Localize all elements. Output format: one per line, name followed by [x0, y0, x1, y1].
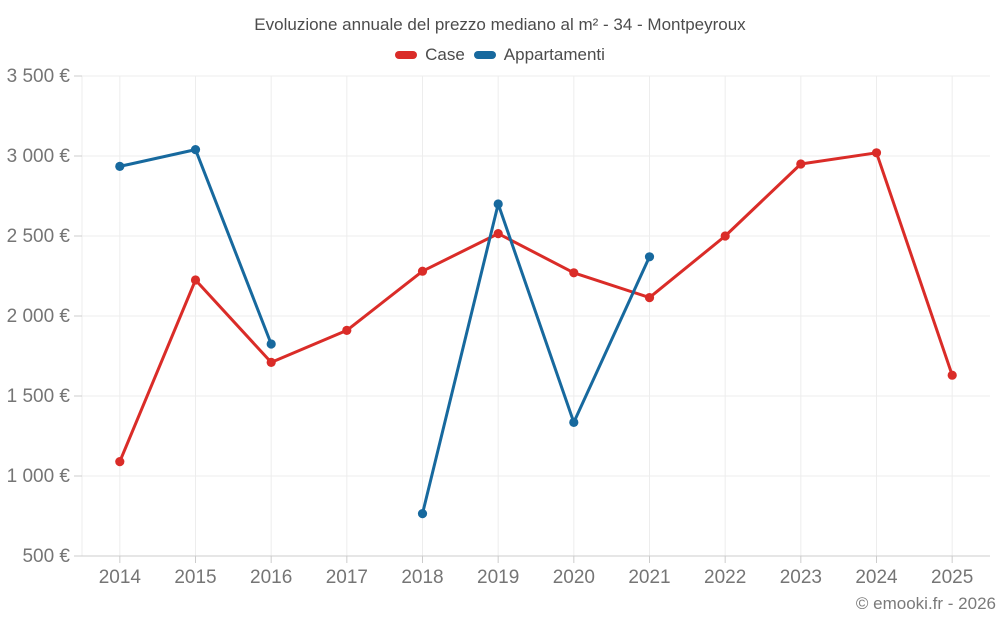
- y-axis-tick-label: 3 000 €: [7, 146, 71, 167]
- x-axis-tick-label: 2024: [855, 567, 898, 588]
- appartamenti-point-2016[interactable]: [266, 339, 276, 349]
- case-point-2024[interactable]: [871, 148, 882, 158]
- case-point-2019[interactable]: [493, 229, 503, 239]
- appartamenti-point-2019[interactable]: [493, 199, 503, 209]
- appartamenti-point-2021[interactable]: [644, 252, 655, 262]
- case-point-2022[interactable]: [720, 231, 730, 241]
- x-axis-tick-label: 2016: [250, 567, 292, 588]
- x-axis-tick-label: 2021: [628, 567, 670, 588]
- x-axis-tick-label: 2017: [326, 567, 368, 588]
- x-axis-tick-label: 2015: [174, 567, 216, 588]
- case-point-2020[interactable]: [569, 268, 579, 278]
- chart-title: Evoluzione annuale del prezzo mediano al…: [254, 15, 746, 34]
- legend-item-appartamenti[interactable]: Appartamenti: [473, 45, 605, 65]
- legend-item-case[interactable]: Case: [395, 45, 465, 65]
- x-axis-tick-label: 2018: [401, 567, 443, 588]
- legend-label-case: Case: [425, 45, 465, 64]
- x-axis-tick-label: 2020: [553, 567, 595, 588]
- chart-legend: Case Appartamenti: [0, 45, 1000, 65]
- appartamenti-legend-swatch-icon: [473, 51, 496, 59]
- appartamenti-point-2015[interactable]: [190, 145, 201, 155]
- x-axis-tick-label: 2025: [931, 567, 973, 588]
- case-line: [118, 151, 954, 464]
- x-axis-tick-label: 2014: [99, 567, 142, 588]
- y-axis-tick-label: 500 €: [22, 546, 70, 567]
- case-point-2025[interactable]: [947, 370, 957, 380]
- case-point-2015[interactable]: [190, 275, 201, 285]
- case-point-2023[interactable]: [796, 159, 806, 169]
- case-point-2014[interactable]: [115, 457, 125, 467]
- legend-label-appartamenti: Appartamenti: [503, 45, 605, 64]
- x-axis-tick-label: 2022: [704, 567, 746, 588]
- case-legend-swatch-icon: [395, 51, 418, 59]
- case-point-2021[interactable]: [644, 293, 655, 303]
- appartamenti-point-2020[interactable]: [569, 417, 579, 427]
- case-point-2016[interactable]: [266, 357, 276, 367]
- copyright-credit: © emooki.fr - 2026: [855, 594, 996, 613]
- x-axis-tick-label: 2023: [780, 567, 822, 588]
- y-axis-tick-label: 1 500 €: [7, 386, 71, 407]
- appartamenti-point-2014[interactable]: [115, 161, 125, 171]
- appartamenti-line: [421, 202, 651, 516]
- y-axis-tick-label: 1 000 €: [7, 466, 71, 487]
- y-axis-tick-label: 2 000 €: [7, 306, 71, 327]
- case-point-2018[interactable]: [417, 266, 428, 276]
- y-axis-tick-label: 2 500 €: [7, 226, 71, 247]
- appartamenti-point-2018[interactable]: [417, 508, 428, 519]
- y-axis-tick-label: 3 500 €: [7, 66, 71, 87]
- case-point-2017[interactable]: [342, 325, 352, 335]
- x-axis-tick-label: 2019: [477, 567, 519, 588]
